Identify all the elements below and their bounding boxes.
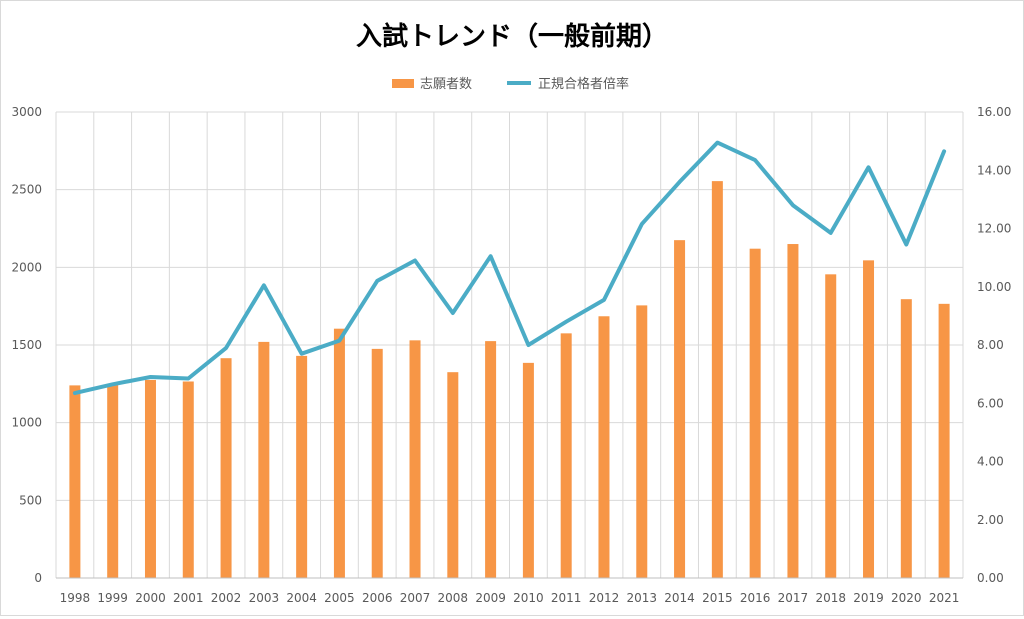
x-tick-label: 2015 (702, 591, 733, 605)
x-tick-label: 2012 (589, 591, 620, 605)
x-tick-label: 2006 (362, 591, 393, 605)
y-right-tick-label: 12.00 (977, 222, 1011, 236)
x-tick-label: 2016 (740, 591, 771, 605)
y-right-tick-label: 8.00 (977, 338, 1004, 352)
x-tick-label: 2001 (173, 591, 204, 605)
x-tick-label: 2003 (249, 591, 280, 605)
bar-2015 (712, 181, 723, 578)
x-tick-label: 2000 (135, 591, 166, 605)
bar-2000 (145, 380, 156, 578)
bar-2017 (787, 244, 798, 578)
bar-1998 (69, 385, 80, 578)
bar-2007 (410, 340, 421, 578)
y-axis-right: 0.00 2.00 4.00 6.00 8.00 10.00 12.00 14.00 16.00 (977, 105, 1011, 585)
bar-2004 (296, 356, 307, 578)
bar-2011 (561, 333, 572, 578)
x-tick-label: 2010 (513, 591, 544, 605)
x-tick-label: 2011 (551, 591, 582, 605)
bar-2016 (750, 249, 761, 578)
legend: 志願者数 正規合格者倍率 (392, 76, 629, 92)
bar-2006 (372, 349, 383, 578)
legend-swatch-applicants (392, 79, 414, 88)
y-left-tick-label: 2000 (11, 260, 42, 274)
bar-2018 (825, 274, 836, 578)
y-left-tick-label: 2500 (11, 183, 42, 197)
x-tick-label: 2019 (853, 591, 884, 605)
bar-2014 (674, 240, 685, 578)
x-tick-label: 2008 (438, 591, 469, 605)
x-tick-label: 2013 (626, 591, 657, 605)
x-tick-label: 2007 (400, 591, 431, 605)
x-axis: 1998 1999 2000 2001 2002 2003 2004 2005 2006 2007… (56, 578, 963, 605)
y-right-tick-label: 4.00 (977, 455, 1004, 469)
bar-1999 (107, 384, 118, 578)
legend-label-ratio: 正規合格者倍率 (538, 76, 629, 92)
bar-2003 (258, 342, 269, 578)
y-left-tick-label: 1500 (11, 338, 42, 352)
y-right-tick-label: 14.00 (977, 163, 1011, 177)
x-tick-label: 2020 (891, 591, 922, 605)
bar-2019 (863, 260, 874, 578)
bar-2012 (598, 316, 609, 578)
bar-2010 (523, 363, 534, 578)
x-tick-label: 1998 (60, 591, 91, 605)
y-left-tick-label: 500 (19, 493, 42, 507)
y-right-tick-label: 16.00 (977, 105, 1011, 119)
y-left-tick-label: 0 (34, 571, 42, 585)
x-tick-label: 2014 (664, 591, 695, 605)
y-left-tick-label: 3000 (11, 105, 42, 119)
x-tick-label: 2002 (211, 591, 242, 605)
bar-2002 (221, 358, 232, 578)
bar-2001 (183, 382, 194, 578)
bar-2005 (334, 329, 345, 578)
x-tick-label: 1999 (97, 591, 128, 605)
y-right-tick-label: 2.00 (977, 513, 1004, 527)
bar-2013 (636, 305, 647, 578)
x-tick-label: 2009 (475, 591, 506, 605)
x-tick-label: 2004 (286, 591, 317, 605)
y-right-tick-label: 0.00 (977, 571, 1004, 585)
x-tick-label: 2021 (929, 591, 960, 605)
legend-label-applicants: 志願者数 (420, 77, 472, 92)
bar-2021 (939, 304, 950, 578)
x-tick-label: 2017 (778, 591, 809, 605)
y-left-tick-label: 1000 (11, 416, 42, 430)
x-tick-label: 2005 (324, 591, 355, 605)
bar-2008 (447, 372, 458, 578)
x-tick-label: 2018 (815, 591, 846, 605)
y-right-tick-label: 10.00 (977, 280, 1011, 294)
bar-2020 (901, 299, 912, 578)
y-axis-left: 0 500 1000 1500 2000 2500 3000 (11, 105, 42, 585)
chart-title: 入試トレンド（一般前期） (356, 21, 668, 52)
bar-2009 (485, 341, 496, 578)
y-right-tick-label: 6.00 (977, 396, 1004, 410)
